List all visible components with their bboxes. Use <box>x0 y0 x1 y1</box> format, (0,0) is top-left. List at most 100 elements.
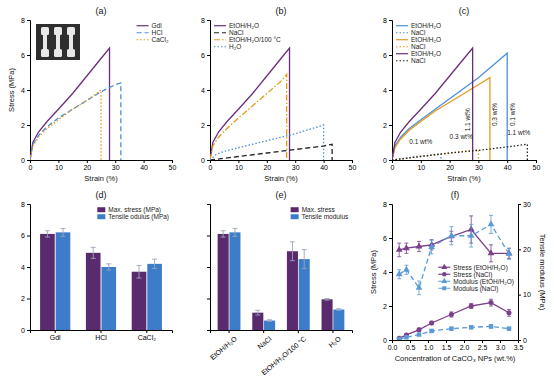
tick: 0 <box>383 337 392 344</box>
panel-title: (a) <box>96 6 107 16</box>
tick-mark <box>352 160 353 163</box>
annotation: 0.1 wt% <box>509 103 516 126</box>
axis: 0.00.51.01.52.02.53.03.5 <box>388 340 524 351</box>
figure-svg: 0102030405002468(a)Strain (%)Stress (MPa… <box>0 0 554 383</box>
tick-mark <box>238 160 239 163</box>
tick-label: 1.5 <box>442 344 452 351</box>
bar <box>264 321 275 330</box>
error-cap <box>469 215 473 216</box>
error-cap <box>302 249 307 250</box>
marker <box>396 246 403 252</box>
tick-label: 10 <box>55 164 63 171</box>
tick-mark <box>450 160 451 163</box>
tick-mark <box>207 204 210 205</box>
axis: 01020304050 <box>391 160 541 171</box>
tick: 0.0 <box>388 340 398 351</box>
error-line <box>223 231 224 237</box>
error-line <box>93 247 94 258</box>
marker <box>489 324 493 328</box>
error-cap <box>430 240 434 241</box>
tick-mark <box>518 340 521 341</box>
axis-line <box>393 341 519 344</box>
tick: 2.5 <box>478 340 488 351</box>
axis-line <box>27 21 31 161</box>
tick-mark <box>389 204 392 205</box>
error-cap <box>417 281 421 282</box>
y-axis-title: Stress (MPa) <box>7 68 16 112</box>
error-bar <box>507 309 511 316</box>
legend-swatch <box>291 207 299 212</box>
tick-label: 3.0 <box>496 344 506 351</box>
tick-mark <box>115 160 116 163</box>
bar <box>252 313 263 330</box>
tick-label: Gdl <box>50 334 61 341</box>
tick: EtOH/H₂O/100 °C <box>260 330 307 376</box>
tick-mark <box>428 340 429 343</box>
series-line <box>210 48 290 160</box>
legend-line <box>137 32 149 33</box>
error-cap <box>232 228 237 229</box>
tick-mark <box>146 330 147 333</box>
tick-mark <box>267 160 268 163</box>
marker <box>403 244 410 250</box>
legend-line <box>214 25 226 26</box>
error-cap <box>417 241 421 242</box>
tick: 50 <box>349 160 357 171</box>
legend-item: H₂O <box>214 43 241 50</box>
tick-label: 2 <box>21 295 25 302</box>
error-bar <box>60 228 65 236</box>
error-cap <box>221 230 226 231</box>
tick-label: 0.0 <box>388 344 398 351</box>
error-cap <box>430 239 434 240</box>
tick-label: 2 <box>201 122 205 129</box>
error-bar <box>302 250 307 269</box>
error-bar <box>449 312 453 317</box>
legend-item: EtOH/H₂O/100 °C <box>214 36 281 43</box>
legend-label: EtOH/H₂O <box>411 22 441 29</box>
tick-label: 0 <box>523 337 527 344</box>
tick-label: 3.5 <box>514 344 524 351</box>
error-cap <box>60 228 65 229</box>
tick: 3.5 <box>514 340 524 351</box>
bar <box>218 234 229 330</box>
error-cap <box>336 310 341 311</box>
legend-swatch <box>291 214 299 219</box>
tick: 40 <box>320 160 328 171</box>
legend-line <box>137 25 149 26</box>
axis-line <box>207 205 211 331</box>
error-cap <box>489 261 493 262</box>
tick: 2 <box>21 122 30 129</box>
marker <box>416 284 423 290</box>
error-cap <box>255 310 260 311</box>
tick-mark <box>518 204 521 205</box>
marker <box>507 326 511 330</box>
plot-area <box>40 228 162 330</box>
marker <box>429 320 434 325</box>
legend-item: Modulus (NaCl) <box>438 285 498 293</box>
plot-area <box>210 48 332 160</box>
tick: 0.5 <box>406 340 416 351</box>
panel: 0102030405002468(b)Strain (%)EtOH/H₂ONaC… <box>201 6 356 183</box>
tick: 30 <box>112 160 120 171</box>
axis: 0102030 <box>518 201 531 344</box>
tick: 20 <box>83 160 91 171</box>
bar <box>287 251 298 330</box>
tick-mark <box>536 160 537 163</box>
axis-line <box>519 205 522 341</box>
tick-label: 1.0 <box>424 344 434 351</box>
bar <box>132 272 147 330</box>
legend-item: Tensile odulus (MPa) <box>97 213 169 221</box>
plot-area <box>392 48 527 160</box>
legend: Max. stressTensile modulus <box>291 206 349 220</box>
tick-mark <box>389 238 392 239</box>
tick <box>207 267 210 268</box>
tick-mark <box>27 125 30 126</box>
bar <box>147 264 162 330</box>
error-cap <box>449 226 453 227</box>
bar <box>299 259 310 330</box>
tick: 2 <box>383 122 392 129</box>
tick-label: 30 <box>523 201 531 208</box>
series-line <box>30 90 101 160</box>
annotation: 0.3 wt% <box>450 133 473 140</box>
axis: 02468 <box>21 201 30 334</box>
